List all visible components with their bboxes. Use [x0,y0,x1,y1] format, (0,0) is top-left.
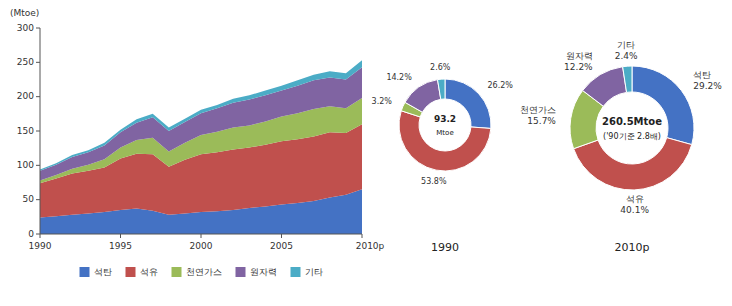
x-tick [120,234,121,238]
legend-swatch [80,267,90,277]
y-tick [36,234,40,235]
slice-value-label: 2.6% [430,63,451,72]
donut-chart: 26.2% 53.8% 3.2% 14.2% 2.6% 93.2 Mtoe 1990 [372,63,514,254]
x-tick [281,234,282,238]
center-annotation: 93.2 [434,114,456,124]
y-tick [36,62,40,63]
center-annotation: Mtoe [436,129,453,137]
legend-swatch [236,267,246,277]
y-tick [36,96,40,97]
slice-value-label: 15.7% [527,116,556,126]
donut-title: 2010p [615,241,650,254]
legend-swatch [126,267,136,277]
area-series [40,67,362,180]
x-tick [40,234,41,238]
x-tick-label: 2000 [190,241,213,251]
slice-category-label: 원자력 [566,51,593,61]
donut-slice [623,66,632,92]
slice-category-label: 석유 [626,194,644,204]
x-tick-label: 1990 [29,241,52,251]
y-tick-label: 100 [17,160,34,170]
y-tick-label: 250 [17,57,34,67]
donut-slice [574,138,692,190]
center-annotation: ('90기준 2.8배) [603,132,661,141]
y-tick [36,28,40,29]
slice-value-label: 12.2% [564,62,593,72]
legend-swatch [291,267,301,277]
slice-value-label: 3.2% [372,97,393,106]
x-tick-label: 2010p [356,241,385,251]
y-tick-label: 0 [28,229,34,239]
slice-category-label: 천연가스 [520,105,556,115]
slice-value-label: 29.2% [693,81,722,91]
slice-category-label: 기타 [617,40,635,50]
donut-slice [405,80,441,113]
slice-category-label: 석탄 [693,70,711,80]
y-axis-label: (Mtoe) [10,8,39,18]
donut-slice [399,111,491,171]
donut-title: 1990 [431,241,459,254]
x-tick-label: 1995 [109,241,132,251]
y-tick-label: 50 [23,194,35,204]
slice-value-label: 14.2% [386,73,412,82]
legend-label: 석탄 [94,267,112,277]
x-tick [362,234,363,238]
legend: 석탄 석유 천연가스 원자력 기타 [80,267,323,278]
figure: 0 50 100 150 200 250 300 1990 1995 2000 2005 2010p (… [0,0,732,306]
donut-slice [438,79,445,99]
center-annotation: 260.5Mtoe [602,116,662,127]
areas [40,60,362,234]
y-tick-label: 200 [17,91,34,101]
x-tick-label: 2005 [270,241,293,251]
donut-chart: 석탄29.2% 석유40.1% 천연가스15.7% 원자력12.2% 기타2.4% 260… [520,40,722,254]
y-tick-label: 150 [17,126,34,136]
y-tick [36,199,40,200]
legend-label: 석유 [140,267,158,277]
slice-value-label: 2.4% [615,51,638,61]
legend-swatch [172,267,182,277]
legend-label: 원자력 [250,267,277,277]
y-tick [36,165,40,166]
donut-slice [583,67,627,107]
legend-label: 천연가스 [186,267,222,277]
y-tick-label: 300 [17,23,34,33]
y-tick [36,131,40,132]
area-chart: 0 50 100 150 200 250 300 1990 1995 2000 2005 2010p (… [10,8,385,277]
slice-value-label: 40.1% [620,205,649,215]
slice-value-label: 53.8% [421,177,447,186]
legend-label: 기타 [305,267,323,277]
x-tick [201,234,202,238]
area-series [40,60,362,171]
slice-value-label: 26.2% [488,81,514,90]
